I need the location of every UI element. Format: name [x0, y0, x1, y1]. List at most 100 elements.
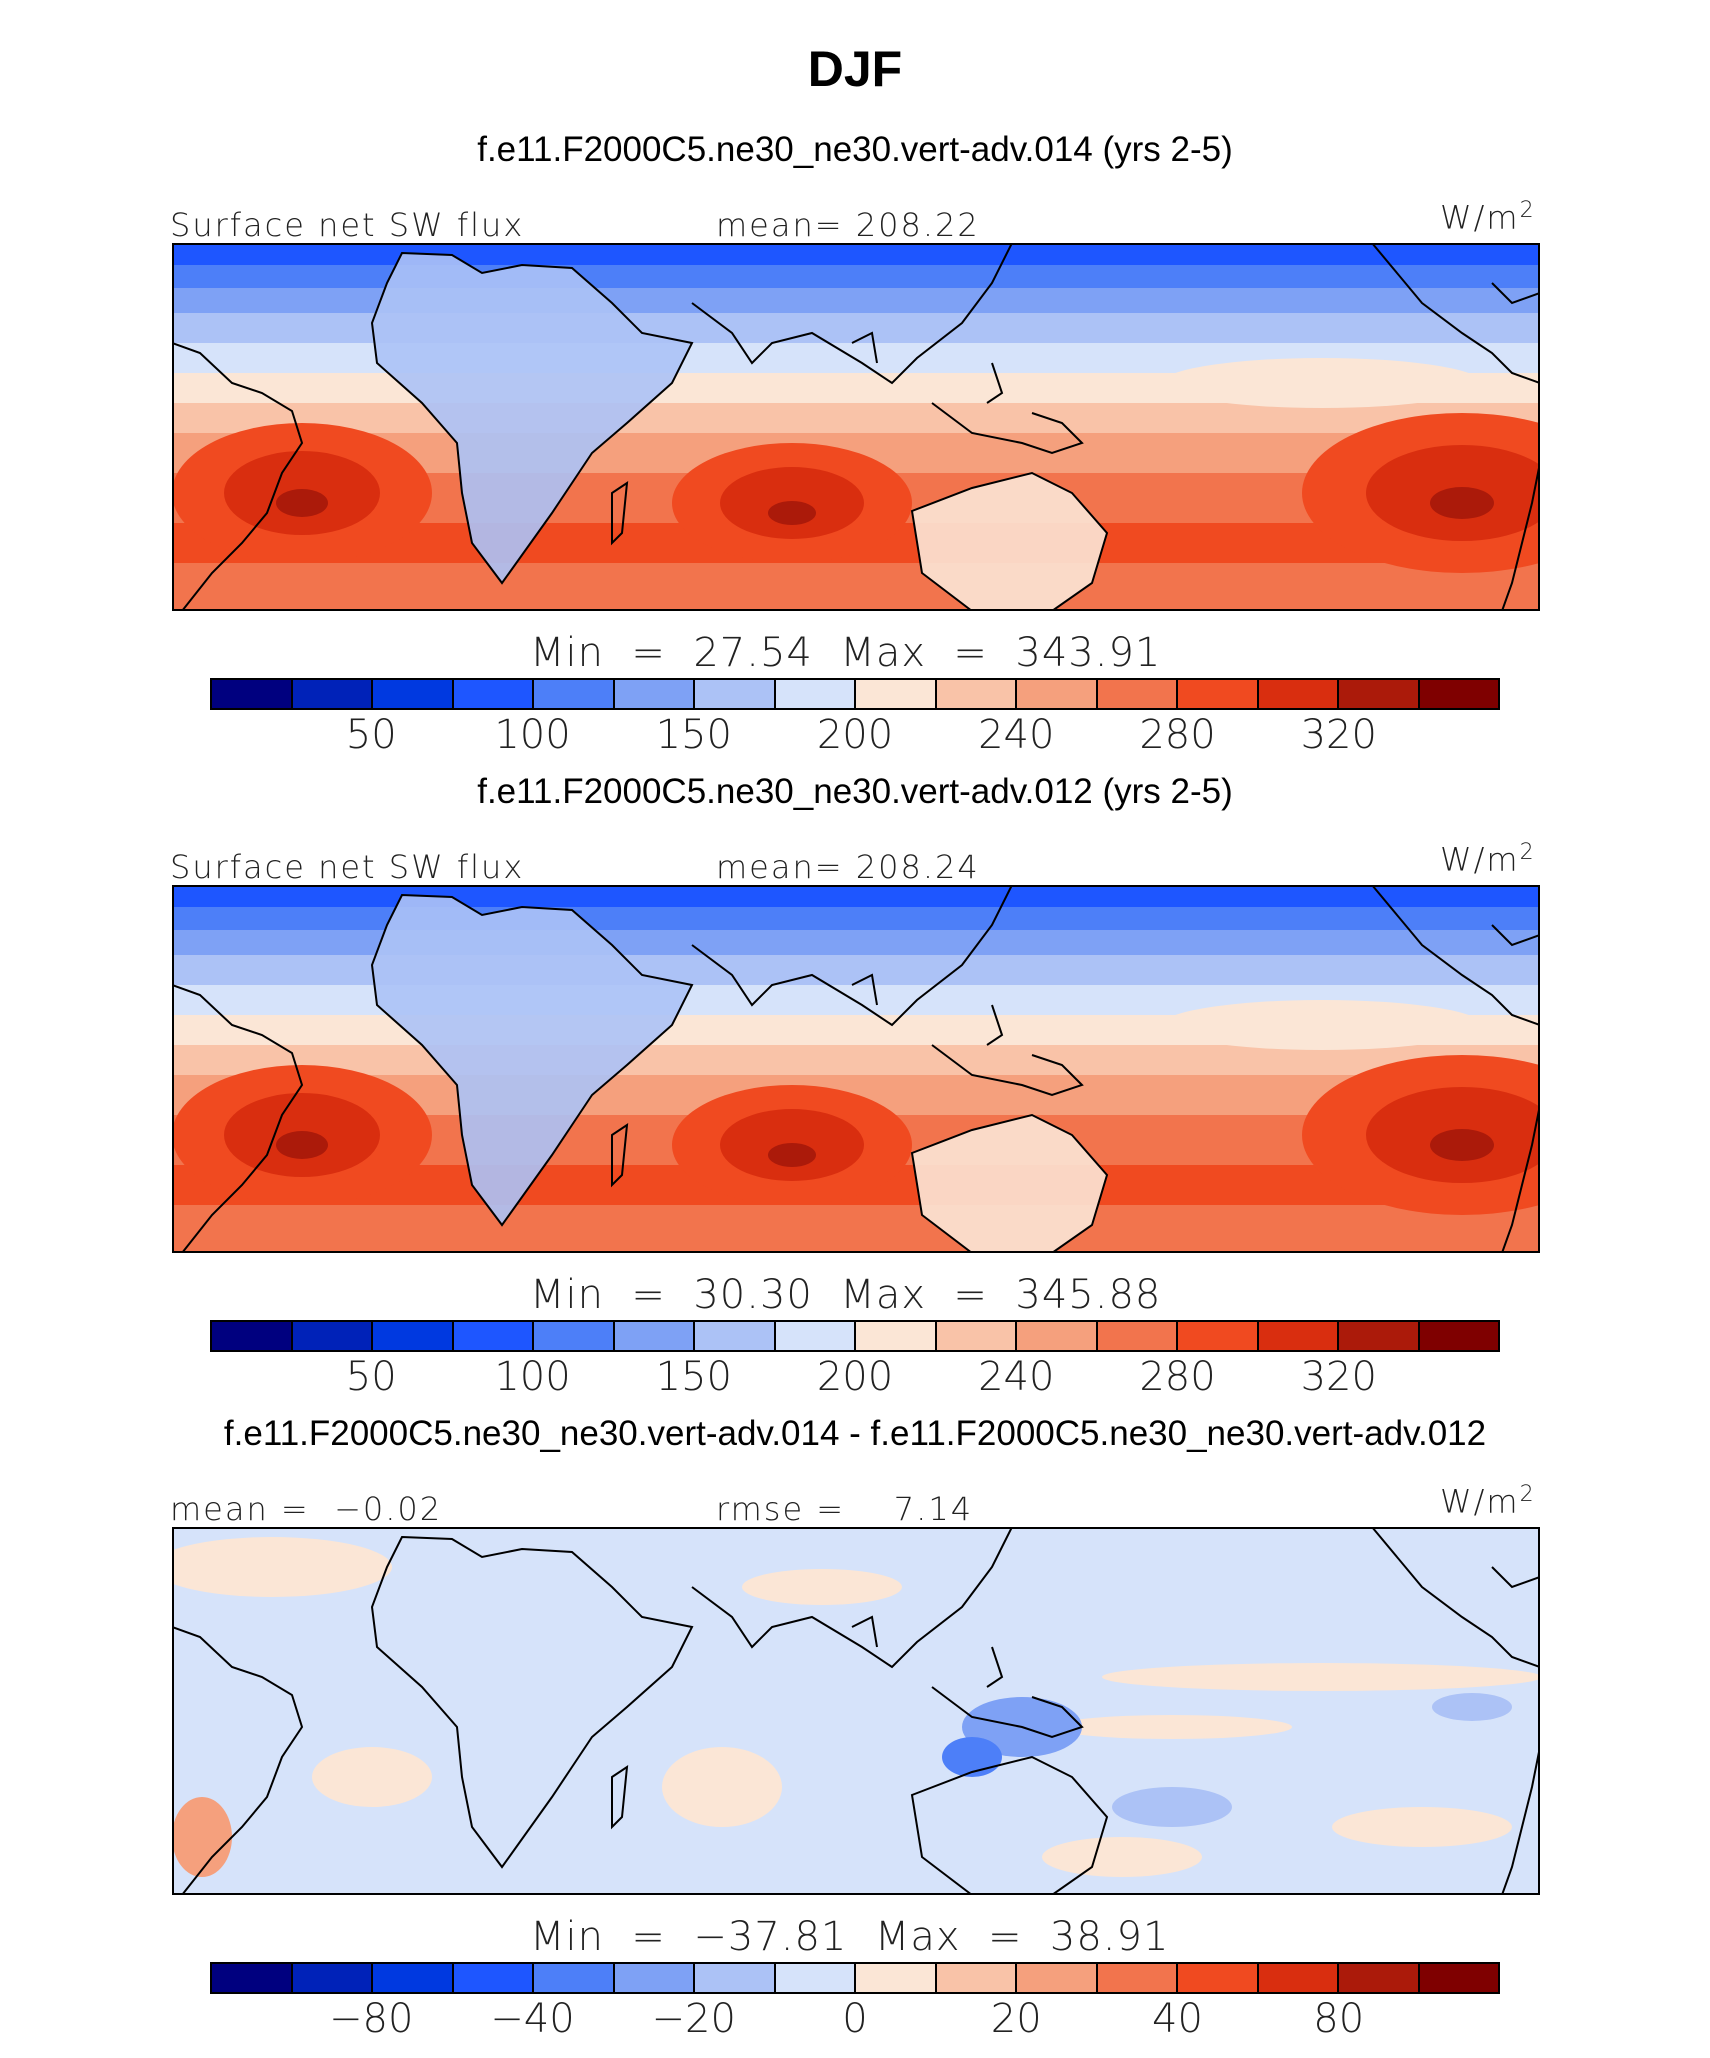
min-label: Min = [530, 1914, 666, 1960]
colorbar-swatch [775, 1964, 856, 1992]
colorbar-tick-label: 100 [494, 1354, 571, 1400]
colorbar-swatch [292, 1322, 373, 1350]
max-value: 345.88 [987, 1272, 1162, 1318]
colorbar-tick-label: 150 [655, 1354, 732, 1400]
colorbar-tick-label: 200 [816, 712, 894, 758]
colorbar-swatch [614, 1322, 695, 1350]
min-max-label: Min = 30.30 Max = 345.88 [530, 1272, 1161, 1318]
panel-left-label: Surface net SW flux [170, 848, 525, 886]
colorbar-swatch [695, 1964, 776, 1992]
colorbar-swatch [1017, 680, 1098, 708]
colorbar-swatch [1339, 1964, 1420, 1992]
colorbar-swatch [775, 1322, 856, 1350]
map-border [172, 885, 1540, 1253]
colorbar-tick-label: 240 [978, 712, 1055, 758]
panel-center-label: mean= 208.24 [716, 848, 980, 886]
colorbar-swatch [212, 1964, 293, 1992]
min-label: Min = [530, 630, 666, 676]
colorbar-swatch [856, 680, 937, 708]
colorbar-tick-label: 20 [990, 1996, 1042, 2042]
contour-map [172, 243, 1540, 611]
colorbar-swatch [1097, 680, 1178, 708]
colorbar-swatch [614, 680, 695, 708]
colorbar-tick-label: 240 [978, 1354, 1055, 1400]
colorbar-swatch [1258, 680, 1339, 708]
colorbar-tick-label: 200 [816, 1354, 894, 1400]
units-label: W/m2 [1440, 198, 1536, 237]
max-value: 343.91 [987, 630, 1162, 676]
units-text: W/m [1440, 840, 1520, 879]
colorbar-tick-label: 40 [1152, 1996, 1203, 2042]
panel-left-label: Surface net SW flux [170, 206, 525, 244]
colorbar-tick-label: 80 [1313, 1996, 1365, 2042]
coastlines [172, 1527, 1540, 1895]
units-text: W/m [1440, 198, 1520, 237]
colorbar-swatch [453, 680, 534, 708]
min-value: 27.54 [665, 630, 813, 676]
colorbar-tick-label: 50 [345, 1354, 397, 1400]
colorbar-swatch [453, 1964, 534, 1992]
map-border [172, 243, 1540, 611]
colorbar-tick-label: −80 [329, 1996, 414, 2042]
case-title: f.e11.F2000C5.ne30_ne30.vert-adv.012 (yr… [477, 772, 1233, 811]
contour-map [172, 885, 1540, 1253]
colorbar-tick-label: 280 [1139, 712, 1216, 758]
colorbar-tick-label: 50 [345, 712, 397, 758]
units-superscript: 2 [1519, 198, 1536, 223]
colorbar-swatch [292, 1964, 373, 1992]
colorbar-tick-label: 320 [1300, 712, 1377, 758]
units-label: W/m2 [1440, 840, 1536, 879]
max-label: Max = [812, 1272, 988, 1318]
map-panel [172, 885, 1540, 1253]
colorbar-swatch [292, 680, 373, 708]
colorbar-tick-label: 150 [655, 712, 732, 758]
colorbar [210, 678, 1500, 710]
colorbar-swatch [1178, 1964, 1259, 1992]
coastlines [172, 885, 1540, 1253]
colorbar-tick-label: 280 [1139, 1354, 1216, 1400]
contour-map [172, 1527, 1540, 1895]
colorbar-swatch [1339, 1322, 1420, 1350]
units-superscript: 2 [1519, 1482, 1536, 1507]
colorbar-tick-label: 0 [842, 1996, 868, 2042]
map-panel [172, 1527, 1540, 1895]
colorbar-tick-label: −20 [651, 1996, 736, 2042]
panel-center-label: mean= 208.22 [716, 206, 980, 244]
map-panel [172, 243, 1540, 611]
min-value: 30.30 [665, 1272, 813, 1318]
colorbar-swatch [614, 1964, 695, 1992]
colorbar-swatch [453, 1322, 534, 1350]
colorbar-swatch [936, 1322, 1017, 1350]
colorbar-tick-label: 100 [494, 712, 571, 758]
colorbar-swatch [936, 680, 1017, 708]
map-border [172, 1527, 1540, 1895]
max-label: Max = [812, 630, 988, 676]
min-max-label: Min = 27.54 Max = 343.91 [530, 630, 1161, 676]
colorbar-swatch [775, 680, 856, 708]
coastlines [172, 243, 1540, 611]
min-label: Min = [530, 1272, 666, 1318]
colorbar [210, 1320, 1500, 1352]
colorbar-swatch [1419, 1322, 1498, 1350]
colorbar-swatch [534, 1322, 615, 1350]
colorbar-swatch [373, 1964, 454, 1992]
units-text: W/m [1440, 1482, 1520, 1521]
colorbar-swatch [1419, 1964, 1498, 1992]
colorbar-swatch [856, 1322, 937, 1350]
colorbar-swatch [1339, 680, 1420, 708]
colorbar-swatch [534, 680, 615, 708]
min-max-label: Min = −37.81 Max = 38.91 [530, 1914, 1169, 1960]
min-value: −37.81 [665, 1914, 848, 1960]
max-label: Max = [847, 1914, 1023, 1960]
colorbar-swatch [1258, 1322, 1339, 1350]
colorbar-swatch [212, 680, 293, 708]
colorbar-swatch [373, 1322, 454, 1350]
colorbar-swatch [1419, 680, 1498, 708]
colorbar-swatch [1178, 680, 1259, 708]
colorbar-swatch [1178, 1322, 1259, 1350]
panel-center-label: rmse = 7.14 [716, 1490, 974, 1528]
colorbar-swatch [695, 680, 776, 708]
colorbar-swatch [695, 1322, 776, 1350]
colorbar [210, 1962, 1500, 1994]
colorbar-tick-label: −40 [490, 1996, 575, 2042]
